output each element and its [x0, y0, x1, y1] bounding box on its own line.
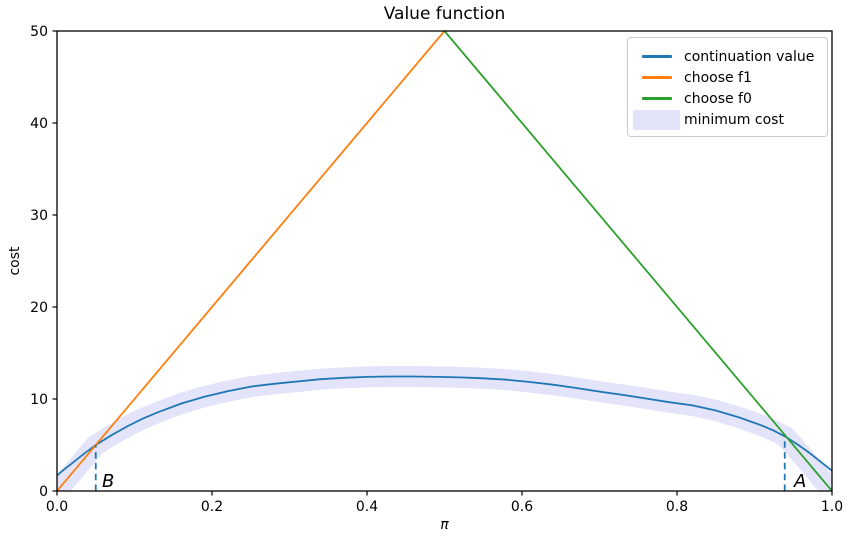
legend-item-minimum-cost: minimum cost	[628, 109, 827, 130]
y-tick-label: 10	[30, 392, 48, 408]
annotation-label-B: B	[102, 471, 114, 492]
legend-item-choose-f0: choose f0	[628, 88, 827, 109]
x-tick-label: 0.6	[511, 499, 533, 515]
choose-f0-line-swatch	[641, 97, 672, 100]
annotation-label-A: A	[793, 471, 806, 492]
x-tick-label: 0.4	[356, 499, 378, 515]
choose-f1-line-swatch	[641, 76, 672, 79]
legend: continuation value choose f1 choose f0 m…	[627, 37, 828, 137]
continuation-value-line-swatch	[641, 55, 672, 58]
legend-item-choose-f1: choose f1	[628, 67, 827, 88]
y-tick-label: 50	[30, 24, 48, 40]
y-tick-label: 40	[30, 116, 48, 132]
x-tick-label: 0.0	[46, 499, 68, 515]
axes-frame	[56, 30, 833, 492]
y-tick-label: 30	[30, 208, 48, 224]
y-axis-label: cost	[7, 246, 23, 276]
chart-title: Value function	[383, 4, 506, 24]
series-choose-f0	[443, 31, 832, 491]
x-tick-label: 0.8	[666, 499, 688, 515]
minimum-cost-patch-swatch	[633, 109, 680, 130]
legend-label: minimum cost	[684, 111, 784, 128]
legend-label: choose f1	[684, 69, 752, 86]
legend-label: continuation value	[684, 48, 815, 65]
y-tick-label: 0	[39, 484, 48, 500]
y-tick-label: 20	[30, 300, 48, 316]
legend-item-continuation-value: continuation value	[628, 46, 827, 67]
x-tick-label: 1.0	[821, 499, 843, 515]
series-continuation-value	[57, 375, 832, 477]
series-choose-f1	[57, 31, 446, 491]
x-axis-label: π	[440, 517, 449, 533]
x-tick-label: 0.2	[201, 499, 223, 515]
legend-label: choose f0	[684, 90, 752, 107]
minimum-cost-band	[57, 366, 832, 491]
